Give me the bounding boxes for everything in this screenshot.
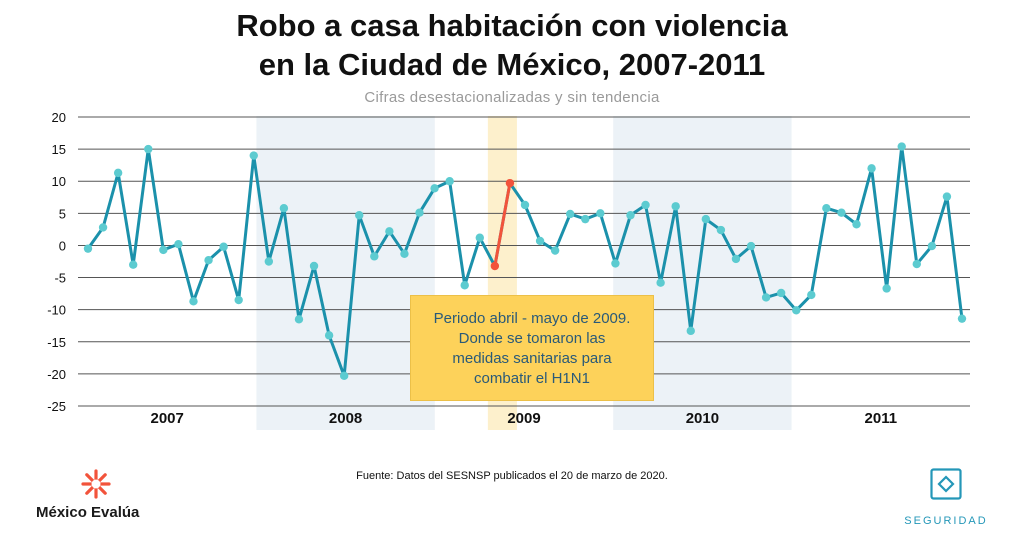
data-point (837, 208, 846, 217)
highlight-data-point (505, 178, 515, 188)
y-tick-label: -15 (47, 335, 66, 350)
data-point (324, 331, 334, 340)
data-point (159, 245, 168, 255)
data-point (671, 202, 680, 211)
data-point (294, 315, 304, 324)
data-point (882, 284, 891, 293)
seguridad-logo-text: SEGURIDAD (904, 515, 988, 527)
data-point (897, 142, 906, 151)
mexico-evalua-logo-icon (81, 469, 111, 499)
data-point (219, 242, 228, 251)
data-point (792, 306, 801, 315)
data-point (339, 371, 349, 381)
data-point (129, 260, 138, 269)
year-label: 2009 (507, 410, 540, 427)
data-point (867, 164, 876, 173)
mexico-evalua-logo-text: México Evalúa (36, 504, 140, 521)
year-label: 2011 (865, 410, 898, 427)
y-tick-label: 20 (52, 110, 66, 125)
data-point (83, 244, 93, 253)
data-point (701, 214, 711, 224)
data-point (550, 246, 560, 255)
data-point (852, 220, 861, 229)
data-point (716, 225, 726, 235)
data-point (279, 203, 289, 213)
chart-subtitle: Cifras desestacionalizadas y sin tendenc… (364, 89, 660, 106)
data-point (535, 236, 545, 246)
data-point (641, 200, 650, 210)
data-point (822, 203, 831, 213)
data-point (249, 151, 258, 160)
data-point (415, 208, 424, 217)
data-point (942, 192, 952, 201)
data-point (445, 177, 454, 186)
year-label: 2008 (329, 410, 362, 427)
data-point (686, 326, 695, 336)
y-tick-label: -10 (47, 303, 66, 318)
line-chart: 20 15 10 5 0 -5 -10 -15 -20 -25 2007 2008 2009 2010 20… (47, 110, 970, 430)
data-point (475, 233, 484, 242)
data-point (912, 259, 921, 269)
data-point (731, 254, 741, 264)
y-tick-label: -20 (47, 367, 66, 382)
data-point (581, 214, 590, 224)
seguridad-logo: SEGURIDAD (900, 468, 1000, 528)
chart-title: Robo a casa habitación con violencia en … (0, 6, 1024, 84)
data-point (566, 209, 575, 219)
data-point (430, 184, 439, 193)
data-point (189, 297, 198, 306)
mexico-evalua-logo: México Evalúa (36, 468, 166, 528)
data-point (174, 239, 183, 249)
seguridad-diamond-icon (930, 468, 962, 500)
data-point (807, 290, 816, 300)
data-point (309, 261, 319, 271)
data-point (204, 256, 213, 265)
annotation-line: combatir el H1N1 (474, 370, 590, 387)
chart-title-line-1: Robo a casa habitación con violencia (236, 8, 788, 43)
annotation-line: medidas sanitarias para (452, 350, 612, 367)
data-point (385, 227, 394, 236)
data-point (611, 259, 620, 268)
data-point (626, 211, 635, 220)
data-point (656, 278, 665, 287)
data-point (776, 288, 786, 298)
highlight-data-point (490, 261, 500, 271)
year-label: 2010 (686, 410, 719, 427)
data-point (596, 209, 605, 218)
y-tick-label: 0 (59, 238, 66, 253)
y-tick-label: 10 (52, 174, 66, 189)
y-tick-label: -5 (54, 271, 66, 286)
data-point (957, 314, 967, 323)
data-point (355, 211, 364, 220)
source-note: Fuente: Datos del SESNSP publicados el 2… (356, 470, 668, 482)
data-point (520, 200, 530, 210)
annotation-line: Periodo abril - mayo de 2009. (433, 310, 631, 327)
year-label: 2007 (151, 410, 184, 427)
highlight-segment (493, 182, 512, 267)
data-point (761, 293, 771, 302)
y-tick-label: -25 (47, 399, 66, 414)
data-point (746, 241, 756, 251)
data-point (460, 281, 469, 290)
data-point (113, 168, 123, 178)
y-tick-label: 15 (52, 142, 66, 157)
data-point (370, 252, 379, 261)
shaded-year-band (256, 116, 435, 430)
data-point (400, 249, 409, 258)
data-point (927, 241, 937, 251)
chart-title-line-2: en la Ciudad de México, 2007-2011 (258, 47, 766, 82)
data-point (144, 144, 153, 154)
annotation-line: Donde se tomaron las (458, 330, 606, 347)
y-tick-label: 5 (59, 206, 66, 221)
data-point (264, 257, 274, 266)
data-point (98, 223, 108, 232)
h1n1-annotation-box: Periodo abril - mayo de 2009. Donde se t… (410, 295, 654, 401)
data-point (234, 295, 243, 305)
